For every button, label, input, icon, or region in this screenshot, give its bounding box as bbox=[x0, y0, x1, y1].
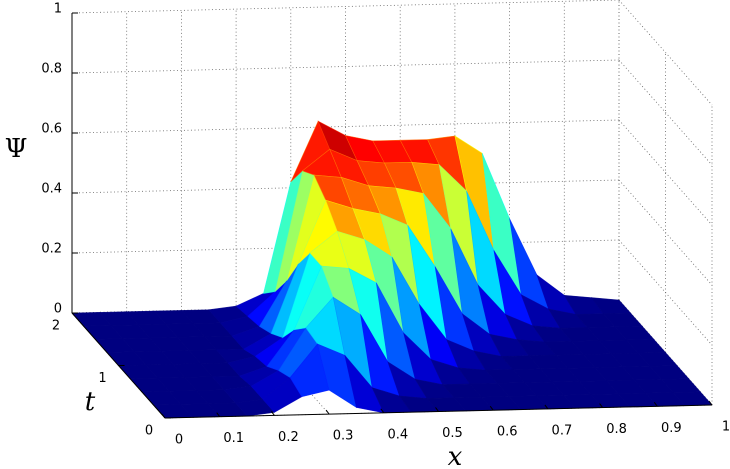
z-tick-label: 0.6 bbox=[41, 122, 62, 137]
tick-mark bbox=[380, 408, 385, 414]
grid-line bbox=[618, 59, 713, 166]
x-tick-label: 0.7 bbox=[552, 423, 573, 438]
x-tick-label: 1 bbox=[722, 420, 730, 435]
z-tick-label: 0.8 bbox=[41, 62, 62, 77]
grid-line bbox=[618, 0, 713, 106]
x-tick-label: 0.6 bbox=[497, 425, 518, 440]
grid-line bbox=[71, 119, 620, 134]
x-tick-label: 0.4 bbox=[387, 427, 408, 442]
tick-mark bbox=[489, 405, 494, 411]
x-axis-label: x bbox=[448, 442, 463, 469]
z-tick-label: 0 bbox=[54, 302, 62, 317]
tick-mark bbox=[435, 407, 439, 412]
x-tick-label: 0.5 bbox=[442, 426, 463, 441]
x-tick-label: 0.9 bbox=[661, 421, 682, 436]
tick-mark bbox=[325, 409, 330, 415]
z-tick-label: 0.2 bbox=[41, 242, 62, 257]
grid-line bbox=[71, 0, 620, 14]
t-axis-label: t bbox=[85, 387, 96, 417]
x-tick-label: 0.2 bbox=[278, 430, 299, 445]
x-tick-label: 0.3 bbox=[333, 429, 354, 444]
x-tick-label: 0 bbox=[175, 433, 183, 448]
x-tick-label: 0.8 bbox=[606, 422, 627, 437]
tick-mark bbox=[653, 401, 658, 407]
tick-mark bbox=[270, 411, 275, 416]
y-tick-label: 2 bbox=[52, 319, 60, 334]
y-tick-label: 0 bbox=[145, 424, 153, 439]
y-tick-label: 1 bbox=[98, 371, 106, 386]
x-tick-label: 0.1 bbox=[223, 431, 244, 446]
z-tick-label: 1 bbox=[54, 2, 62, 17]
tick-mark bbox=[161, 413, 166, 419]
z-axis-label: Ψ bbox=[5, 134, 28, 164]
tick-mark bbox=[544, 404, 549, 410]
z-tick-label: 0.4 bbox=[41, 182, 62, 197]
tick-mark bbox=[599, 403, 603, 408]
grid-line bbox=[71, 59, 620, 74]
grid-line bbox=[618, 119, 713, 226]
tick-mark bbox=[216, 412, 221, 418]
tick-mark bbox=[708, 400, 713, 406]
